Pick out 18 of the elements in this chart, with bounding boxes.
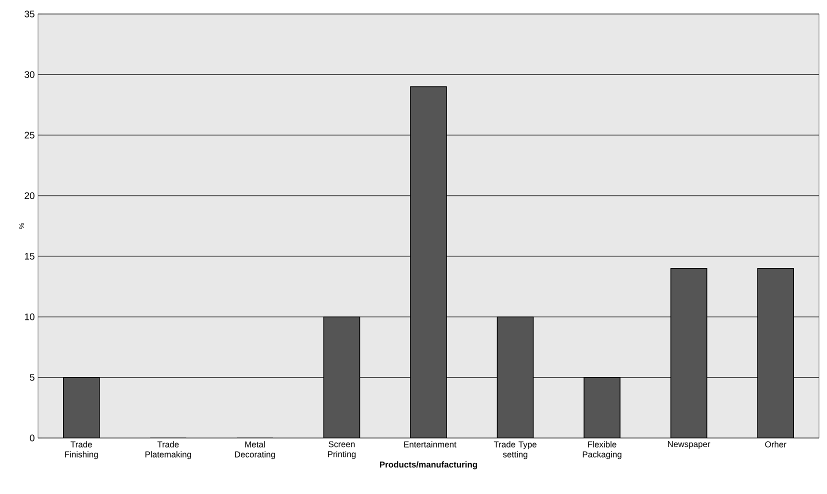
y-tick-label: 0 — [30, 434, 34, 442]
y-tick-label: 30 — [24, 71, 34, 78]
y-tick-label: 10 — [24, 313, 34, 320]
x-tick-label: Newspaper — [668, 441, 710, 449]
x-tick-label: Metal Decorating — [235, 441, 275, 460]
x-tick-label: Trade Type setting — [494, 441, 536, 460]
x-tick-label: Orher — [765, 441, 786, 448]
y-tick-label: 15 — [24, 252, 34, 260]
x-tick-label: Trade Finishing — [65, 441, 98, 460]
x-tick-label: Entertainment — [404, 441, 456, 448]
y-tick-label: 35 — [24, 10, 34, 18]
y-tick-label: 5 — [30, 374, 34, 381]
x-tick-label: Screen Printing — [328, 441, 356, 459]
x-axis-title: Products/manufacturing — [380, 461, 478, 470]
x-tick-label: Trade Platemaking — [145, 441, 192, 460]
x-tick-label: Flexible Packaging — [582, 441, 622, 460]
y-tick-label: 20 — [24, 192, 34, 200]
y-tick-label: 25 — [24, 132, 34, 138]
